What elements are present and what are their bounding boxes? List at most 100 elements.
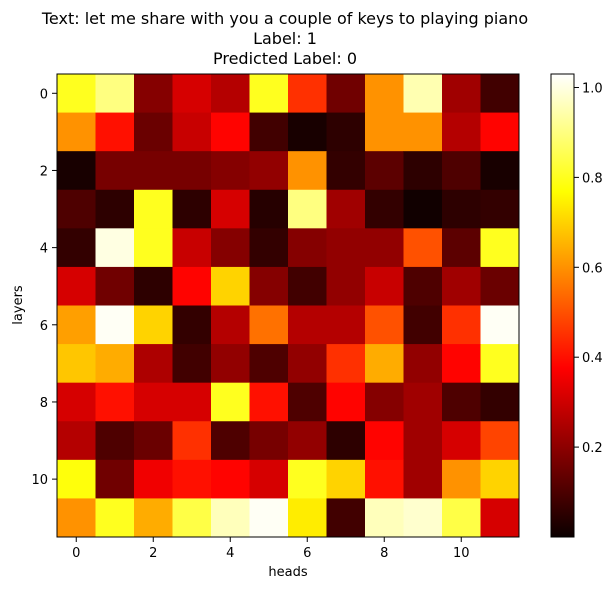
- heatmap-cell: [172, 344, 212, 384]
- heatmap-cell: [134, 421, 173, 461]
- plot-frame: [56, 73, 520, 538]
- heatmap-cell: [249, 266, 289, 306]
- heatmap-cell: [288, 459, 327, 499]
- heatmap-cell: [442, 305, 481, 345]
- chart-title-line-1: Text: let me share with you a couple of …: [41, 9, 528, 28]
- heatmap-cell: [211, 382, 250, 422]
- chart-title-line-3: Predicted Label: 0: [213, 49, 357, 68]
- heatmap-cell: [442, 382, 481, 422]
- heatmap-cell: [172, 151, 212, 191]
- heatmap-cell: [249, 228, 289, 268]
- heatmap-cell: [326, 421, 366, 461]
- heatmap-cell: [365, 151, 404, 191]
- y-tick-label: 2: [40, 164, 48, 179]
- y-axis-label: layers: [11, 285, 26, 325]
- heatmap-cell: [288, 344, 327, 384]
- colorbar-tick-label: 1.0: [582, 81, 603, 96]
- heatmap-cell: [57, 382, 96, 422]
- heatmap-cell: [134, 459, 173, 499]
- heatmap-cells: [57, 74, 520, 538]
- heatmap-cell: [95, 266, 135, 306]
- heatmap-cell: [57, 189, 96, 229]
- heatmap-cell: [326, 344, 366, 384]
- y-tick-label: 0: [40, 87, 48, 102]
- heatmap-cell: [57, 421, 96, 461]
- heatmap-cell: [442, 189, 481, 229]
- heatmap-cell: [442, 266, 481, 306]
- heatmap-cell: [249, 74, 289, 114]
- heatmap-cell: [95, 459, 135, 499]
- x-tick-label: 0: [72, 546, 80, 561]
- heatmap-cell: [95, 344, 135, 384]
- colorbar: [550, 73, 575, 538]
- heatmap-cell: [403, 421, 443, 461]
- heatmap-cell: [288, 74, 327, 114]
- heatmap-cell: [211, 459, 250, 499]
- heatmap-cell: [326, 112, 366, 152]
- x-tick-label: 10: [453, 546, 470, 561]
- heatmap-cell: [326, 228, 366, 268]
- heatmap-cell: [288, 305, 327, 345]
- heatmap-cell: [172, 189, 212, 229]
- heatmap-cell: [480, 112, 520, 152]
- heatmap-cell: [95, 112, 135, 152]
- heatmap-cell: [249, 498, 289, 538]
- heatmap-cell: [95, 74, 135, 114]
- heatmap-cell: [480, 228, 520, 268]
- heatmap-cell: [365, 305, 404, 345]
- heatmap-cell: [403, 382, 443, 422]
- x-tick-label: 6: [303, 546, 311, 561]
- heatmap-cell: [326, 305, 366, 345]
- heatmap-cell: [442, 74, 481, 114]
- y-tick-label: 6: [40, 319, 48, 334]
- heatmap-cell: [403, 498, 443, 538]
- heatmap-cell: [365, 266, 404, 306]
- heatmap-cell: [403, 189, 443, 229]
- heatmap-cell: [211, 228, 250, 268]
- heatmap-cell: [249, 344, 289, 384]
- heatmap-cell: [365, 189, 404, 229]
- heatmap-cell: [480, 266, 520, 306]
- heatmap-cell: [288, 421, 327, 461]
- heatmap-cell: [172, 266, 212, 306]
- heatmap-cell: [57, 459, 96, 499]
- heatmap-cell: [134, 382, 173, 422]
- heatmap-cell: [249, 305, 289, 345]
- heatmap-cell: [211, 189, 250, 229]
- heatmap-cell: [57, 151, 96, 191]
- colorbar-tick-label: 0.2: [582, 441, 603, 456]
- heatmap-cell: [249, 382, 289, 422]
- y-tick-label: 4: [40, 242, 48, 257]
- heatmap-cell: [172, 498, 212, 538]
- heatmap-cell: [480, 74, 520, 114]
- heatmap-cell: [57, 498, 96, 538]
- heatmap-cell: [403, 344, 443, 384]
- heatmap-cell: [211, 112, 250, 152]
- heatmap-cell: [326, 189, 366, 229]
- heatmap-cell: [134, 266, 173, 306]
- heatmap-cell: [172, 74, 212, 114]
- heatmap-cell: [172, 459, 212, 499]
- heatmap-cell: [288, 498, 327, 538]
- heatmap-cell: [442, 498, 481, 538]
- colorbar-tick-label: 0.4: [582, 351, 603, 366]
- heatmap-cell: [172, 421, 212, 461]
- heatmap-cell: [403, 459, 443, 499]
- colorbar-tick-label: 0.6: [582, 261, 603, 276]
- heatmap-cell: [326, 74, 366, 114]
- heatmap-cell: [211, 151, 250, 191]
- y-tick-label: 8: [40, 396, 48, 411]
- heatmap-cell: [95, 189, 135, 229]
- heatmap-cell: [365, 228, 404, 268]
- heatmap-cell: [365, 112, 404, 152]
- heatmap-cell: [134, 112, 173, 152]
- heatmap-cell: [95, 421, 135, 461]
- heatmap-cell: [288, 189, 327, 229]
- heatmap-cell: [480, 459, 520, 499]
- heatmap-cell: [326, 266, 366, 306]
- heatmap-cell: [211, 305, 250, 345]
- heatmap-cell: [172, 228, 212, 268]
- x-tick-label: 2: [149, 546, 157, 561]
